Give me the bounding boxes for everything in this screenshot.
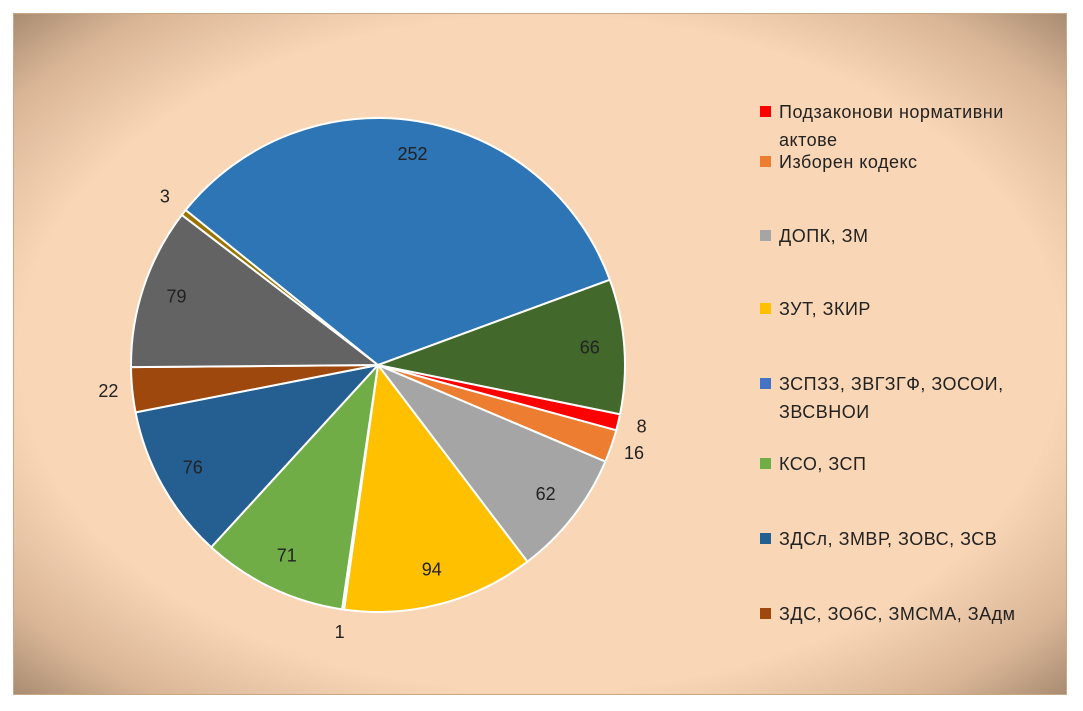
legend-swatch	[760, 106, 771, 117]
data-label: 62	[536, 484, 556, 504]
pie-slice	[374, 362, 607, 564]
legend-label: Подзаконови нормативни актове	[779, 102, 1004, 150]
legend-item: Подзаконови нормативни актове	[760, 98, 1050, 154]
data-label: 16	[624, 443, 644, 463]
data-label: 1	[335, 622, 345, 642]
legend-label: ЗСПЗЗ, ЗВГЗГФ, ЗОСОИ, ЗВСВНОИ	[779, 374, 1004, 422]
pie-slice	[184, 117, 612, 367]
legend-swatch	[760, 378, 771, 389]
pie-slice	[209, 361, 380, 611]
data-label: 22	[98, 381, 118, 401]
legend-item: ЗСПЗЗ, ЗВГЗГФ, ЗОСОИ, ЗВСВНОИ	[760, 370, 1050, 426]
data-label: 252	[397, 144, 427, 164]
legend-label: ДОПК, ЗМ	[779, 226, 869, 246]
pie-slice	[130, 213, 381, 369]
legend-swatch	[760, 608, 771, 619]
legend-label: Изборен кодекс	[779, 152, 918, 172]
data-label: 66	[580, 338, 600, 358]
legend-swatch	[760, 533, 771, 544]
data-label: 79	[166, 286, 186, 306]
data-label: 3	[160, 186, 170, 206]
pie-slice	[374, 278, 626, 416]
legend-swatch	[760, 458, 771, 469]
legend-swatch	[760, 230, 771, 241]
legend-label: КСО, ЗСП	[779, 454, 867, 474]
legend-item: КСО, ЗСП	[760, 450, 1050, 478]
legend-item: ЗДС, ЗОбС, ЗМСМА, ЗАдм	[760, 600, 1050, 628]
legend-swatch	[760, 156, 771, 167]
legend-item: ЗДСл, ЗМВР, ЗОВС, ЗСВ	[760, 525, 1050, 553]
data-label: 8	[637, 417, 647, 437]
pie-slice	[134, 363, 381, 549]
data-label: 94	[422, 559, 442, 579]
pie-slice	[342, 362, 529, 613]
legend-item: ДОПК, ЗМ	[760, 222, 1050, 250]
legend-swatch	[760, 303, 771, 314]
legend-label: ЗДСл, ЗМВР, ЗОВС, ЗСВ	[779, 529, 998, 549]
legend-item: Изборен кодекс	[760, 148, 1050, 176]
legend-item: ЗУТ, ЗКИР	[760, 295, 1050, 323]
legend-label: ЗДС, ЗОбС, ЗМСМА, ЗАдм	[779, 604, 1016, 624]
data-label: 71	[277, 546, 297, 566]
data-label: 76	[183, 458, 203, 478]
legend-label: ЗУТ, ЗКИР	[779, 299, 871, 319]
